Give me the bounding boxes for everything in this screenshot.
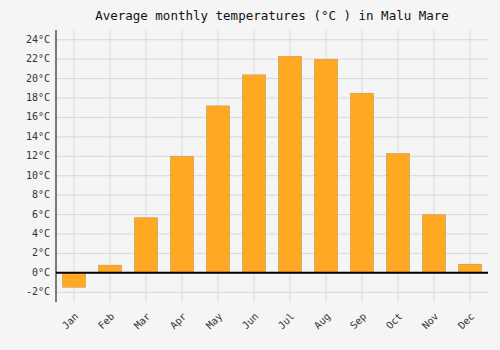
x-tick-label: May bbox=[204, 311, 225, 332]
y-tick-label: 8°C bbox=[32, 189, 50, 200]
bar bbox=[170, 156, 193, 273]
grid-line bbox=[74, 30, 75, 302]
y-tick-label: 4°C bbox=[32, 228, 50, 239]
bar bbox=[278, 56, 301, 273]
bar bbox=[386, 153, 409, 272]
grid-line bbox=[470, 30, 471, 302]
y-tick-label: -2°C bbox=[26, 286, 50, 297]
y-tick-label: 2°C bbox=[32, 247, 50, 258]
y-tick-label: 10°C bbox=[26, 170, 50, 181]
bar bbox=[206, 106, 229, 273]
grid-line bbox=[56, 117, 488, 118]
x-tick-label: Nov bbox=[420, 311, 441, 332]
background bbox=[0, 0, 500, 350]
grid-line bbox=[56, 156, 488, 157]
grid-line bbox=[110, 30, 111, 302]
x-tick-label: Apr bbox=[168, 311, 189, 332]
y-tick-label: 6°C bbox=[32, 209, 50, 220]
x-tick-label: Oct bbox=[384, 311, 405, 332]
chart-container: -2°C 0°C 2°C 4°C 6°C 8°C 10°C 12°C 14°C 16°C 18°C 2… bbox=[0, 0, 500, 350]
bar bbox=[458, 264, 481, 273]
bar bbox=[98, 265, 121, 273]
y-tick-label: 0°C bbox=[32, 267, 50, 278]
chart: -2°C 0°C 2°C 4°C 6°C 8°C 10°C 12°C 14°C 16°C 18°C 2… bbox=[0, 0, 500, 350]
grid-line bbox=[56, 59, 488, 60]
grid-line bbox=[56, 292, 488, 293]
grid-line bbox=[56, 98, 488, 99]
x-tick-label: Aug bbox=[312, 311, 333, 332]
x-tick-label: Jun bbox=[240, 311, 261, 332]
x-tick-label: Jul bbox=[276, 311, 297, 332]
x-tick-label: Sep bbox=[348, 311, 369, 332]
grid-line bbox=[56, 39, 488, 40]
grid-line bbox=[56, 78, 488, 79]
grid-line bbox=[56, 175, 488, 176]
y-axis-line bbox=[56, 30, 57, 302]
x-tick-label: Feb bbox=[96, 311, 117, 332]
bar bbox=[422, 215, 445, 273]
bar bbox=[242, 75, 265, 273]
bar bbox=[350, 93, 373, 273]
y-tick-label: 22°C bbox=[26, 53, 50, 64]
bar bbox=[134, 217, 157, 272]
y-tick-label: 16°C bbox=[26, 111, 50, 122]
bars bbox=[62, 56, 481, 287]
x-tick-label: Dec bbox=[456, 311, 477, 332]
axes: -2°C 0°C 2°C 4°C 6°C 8°C 10°C 12°C 14°C 16°C 18°C 2… bbox=[26, 34, 477, 332]
x-tick-label: Mar bbox=[132, 311, 153, 332]
bar bbox=[62, 273, 85, 288]
bar bbox=[314, 59, 337, 273]
y-tick-label: 14°C bbox=[26, 131, 50, 142]
y-tick-label: 12°C bbox=[26, 150, 50, 161]
grid-line bbox=[56, 136, 488, 137]
y-tick-label: 18°C bbox=[26, 92, 50, 103]
y-tick-label: 20°C bbox=[26, 73, 50, 84]
grid bbox=[56, 30, 488, 302]
grid-line bbox=[56, 272, 488, 273]
title: Average monthly temperatures (°C ) in Ma… bbox=[95, 8, 449, 23]
y-tick-label: 24°C bbox=[26, 34, 50, 45]
zero-line bbox=[56, 272, 488, 274]
x-tick-label: Jan bbox=[60, 311, 81, 332]
grid-line bbox=[56, 195, 488, 196]
